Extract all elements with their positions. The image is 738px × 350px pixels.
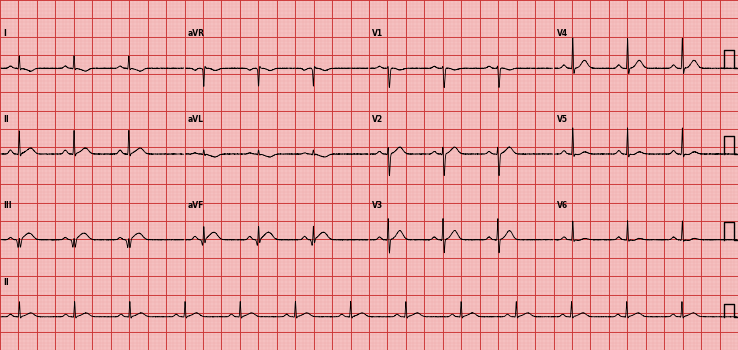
Text: II: II	[3, 115, 9, 124]
Text: aVF: aVF	[187, 201, 204, 210]
Text: aVR: aVR	[187, 29, 204, 38]
Text: I: I	[3, 29, 6, 38]
Text: V4: V4	[556, 29, 568, 38]
Text: III: III	[3, 201, 12, 210]
Text: V5: V5	[556, 115, 568, 124]
Text: V2: V2	[372, 115, 383, 124]
Text: V6: V6	[556, 201, 568, 210]
Text: V3: V3	[372, 201, 383, 210]
Text: aVL: aVL	[187, 115, 204, 124]
Text: V1: V1	[372, 29, 383, 38]
Text: II: II	[3, 278, 9, 287]
